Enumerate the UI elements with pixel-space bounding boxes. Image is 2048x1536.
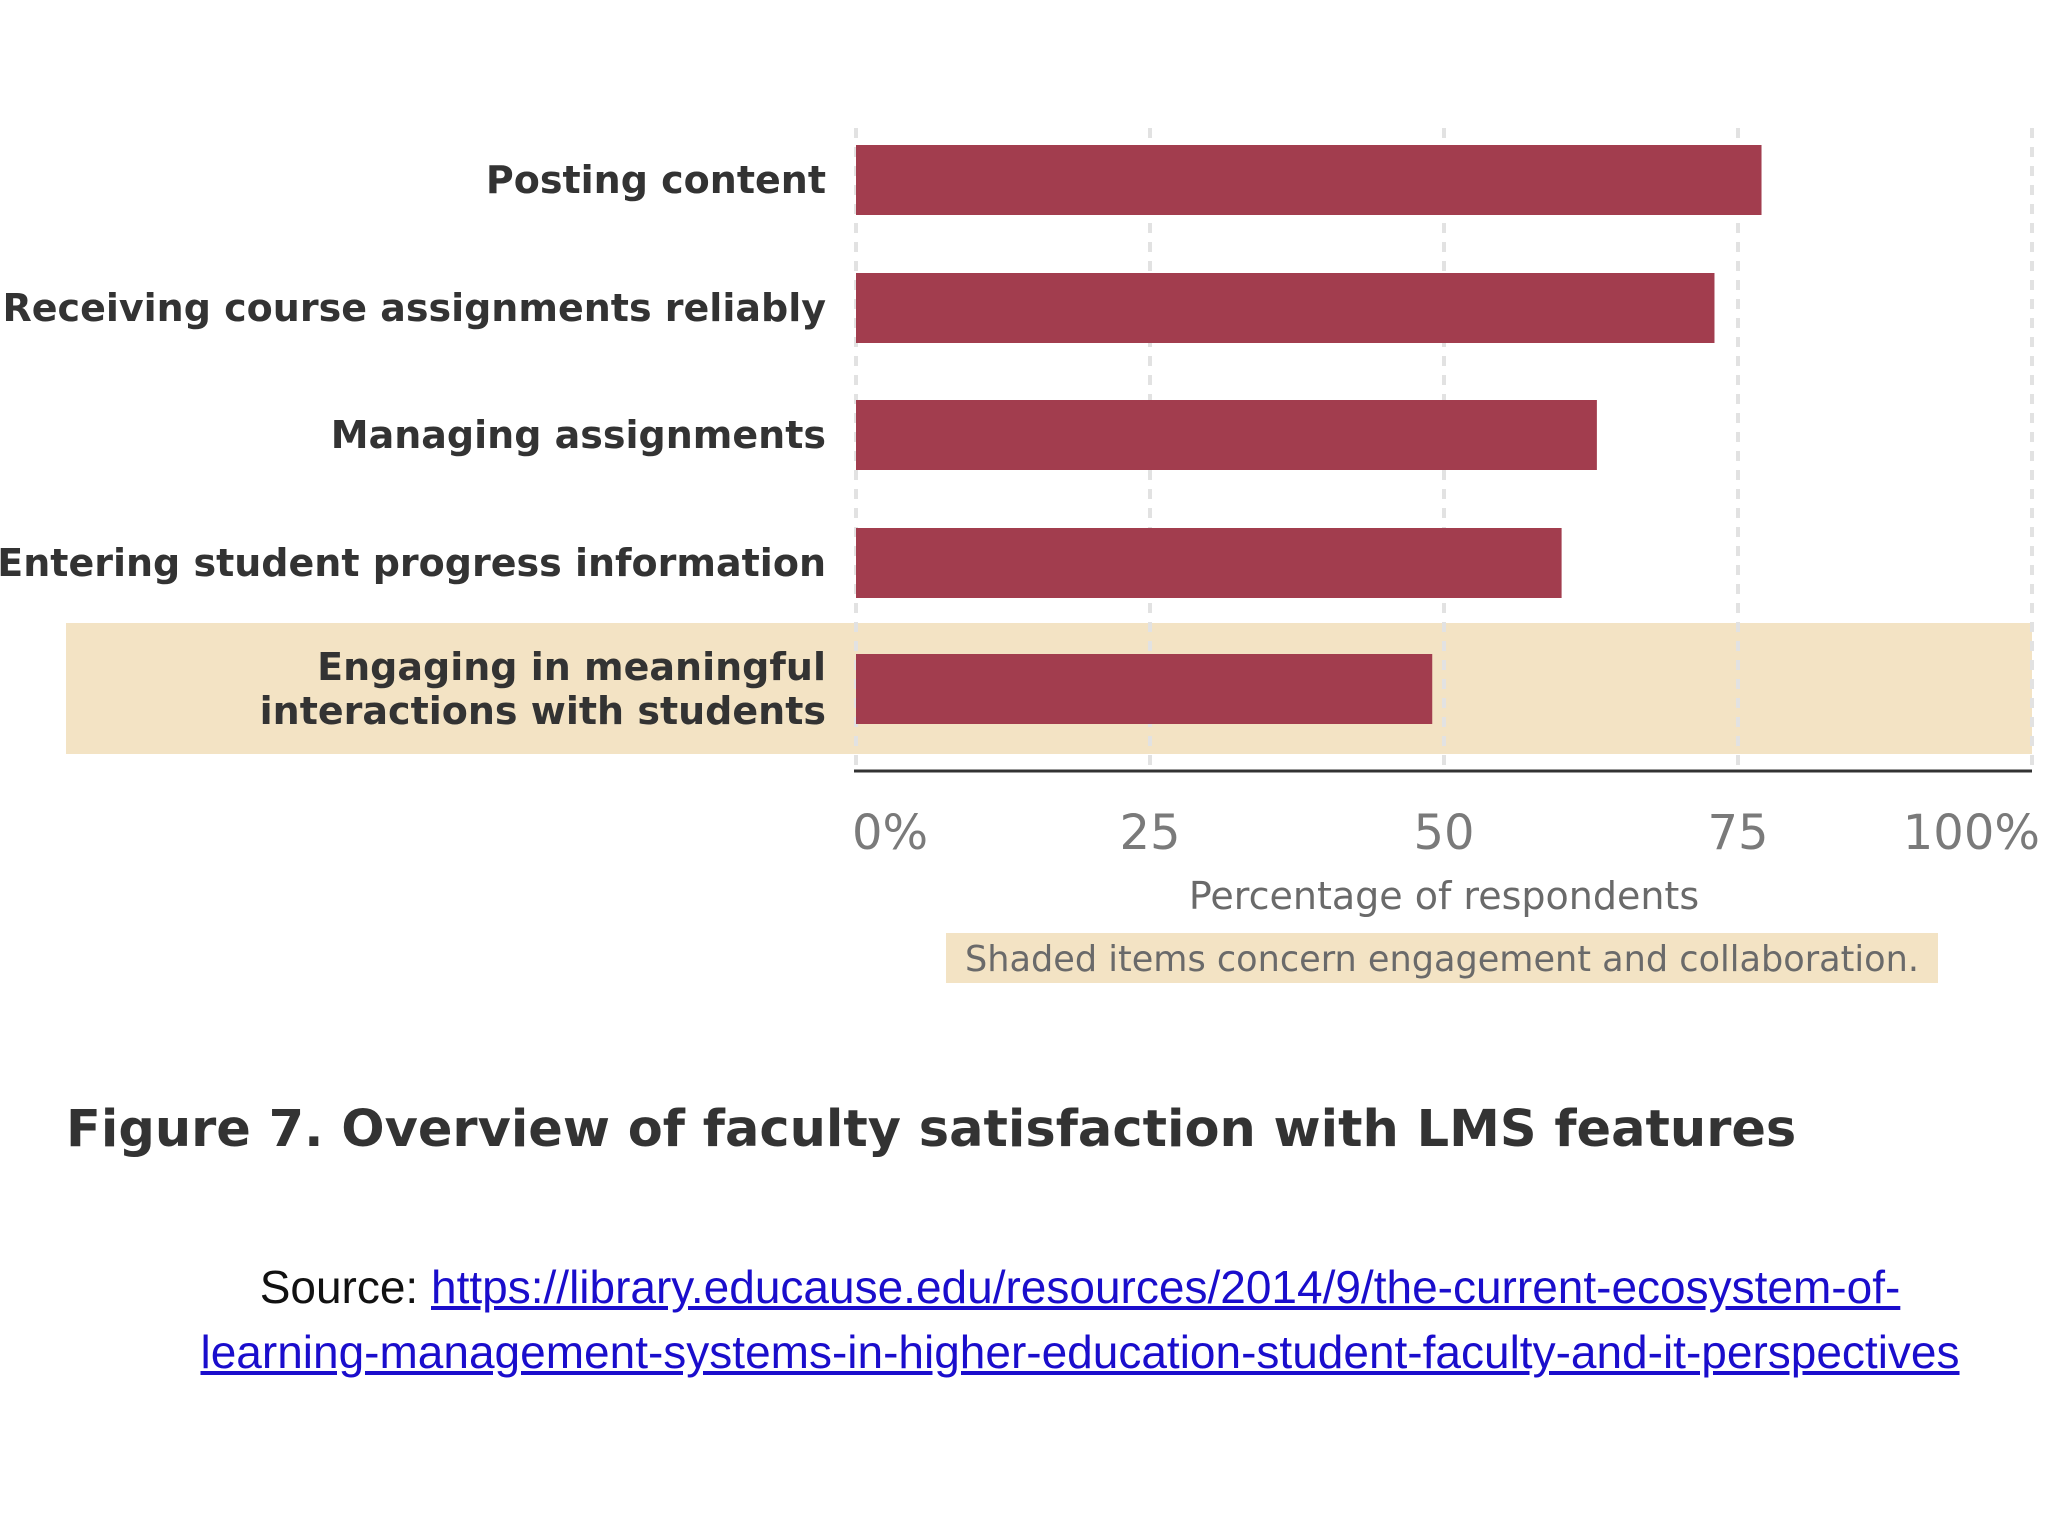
bar-layer [856, 145, 1762, 724]
figure-caption: Figure 7. Overview of faculty satisfacti… [66, 1100, 1797, 1159]
x-tick-label: 50 [1413, 805, 1474, 861]
source-link[interactable]: https://library.educause.edu/resources/2… [200, 1261, 1960, 1378]
bar-chart: Posting content Receiving course assignme… [0, 128, 2040, 983]
x-tick-label: 100% [1903, 805, 2040, 861]
category-label: Entering student progress information [0, 541, 826, 585]
x-tick-label: 25 [1119, 805, 1180, 861]
category-label: Managing assignments [331, 413, 826, 457]
note-background [946, 933, 1938, 983]
bar [856, 528, 1562, 598]
category-label: Receiving course assignments reliably [3, 286, 827, 330]
x-tick-label: 0% [852, 805, 928, 861]
bar [856, 273, 1715, 343]
source-block: Source: https://library.educause.edu/res… [180, 1255, 1980, 1385]
source-label: Source: [259, 1261, 431, 1313]
bar [856, 654, 1433, 724]
shading-note: Shaded items concern engagement and coll… [965, 939, 1919, 980]
x-tick-label: 75 [1707, 805, 1768, 861]
category-label: interactions with students [260, 689, 826, 733]
category-label-layer: Posting content Receiving course assignme… [0, 158, 826, 733]
bar [856, 145, 1762, 215]
category-label: Engaging in meaningful [317, 645, 826, 689]
category-label: Posting content [486, 158, 826, 202]
bar [856, 400, 1597, 470]
x-axis-title: Percentage of respondents [1189, 874, 1699, 918]
x-axis: 0% 25 50 75 100% Percentage of respondents Sha… [852, 769, 2040, 983]
